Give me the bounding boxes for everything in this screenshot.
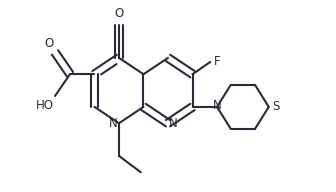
Text: O: O — [44, 37, 54, 50]
Text: S: S — [272, 100, 280, 113]
Text: F: F — [213, 55, 220, 69]
Text: HO: HO — [36, 99, 54, 112]
Text: N: N — [169, 117, 178, 130]
Text: N: N — [213, 99, 221, 112]
Text: N: N — [109, 117, 118, 130]
Text: O: O — [114, 7, 124, 20]
